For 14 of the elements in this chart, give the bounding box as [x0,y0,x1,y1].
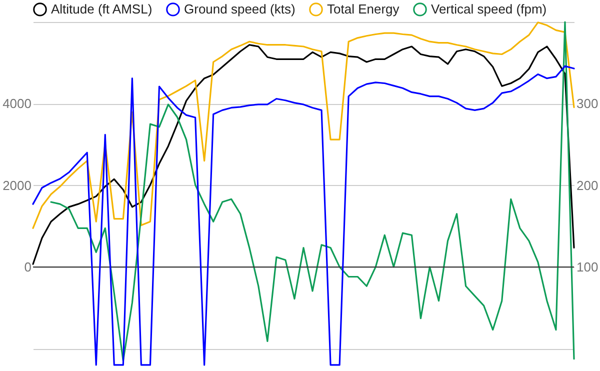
line-series [32,65,575,366]
y-tick-label: 0 [24,259,32,274]
y2-tick-label: 100 [576,259,598,274]
y-tick-label: 2000 [2,178,32,193]
line-series [50,21,575,362]
legend-label: Total Energy [327,1,400,16]
y2-tick-label: 200 [576,178,598,193]
legend-label: Vertical speed (fpm) [431,1,547,16]
legend-label: Ground speed (kts) [184,1,296,16]
legend-label: Altitude (ft AMSL) [51,1,152,16]
y2-tick-label: 300 [576,96,598,112]
line-series [32,44,575,265]
y-tick-label: 4000 [2,96,32,112]
line-series [32,22,575,229]
